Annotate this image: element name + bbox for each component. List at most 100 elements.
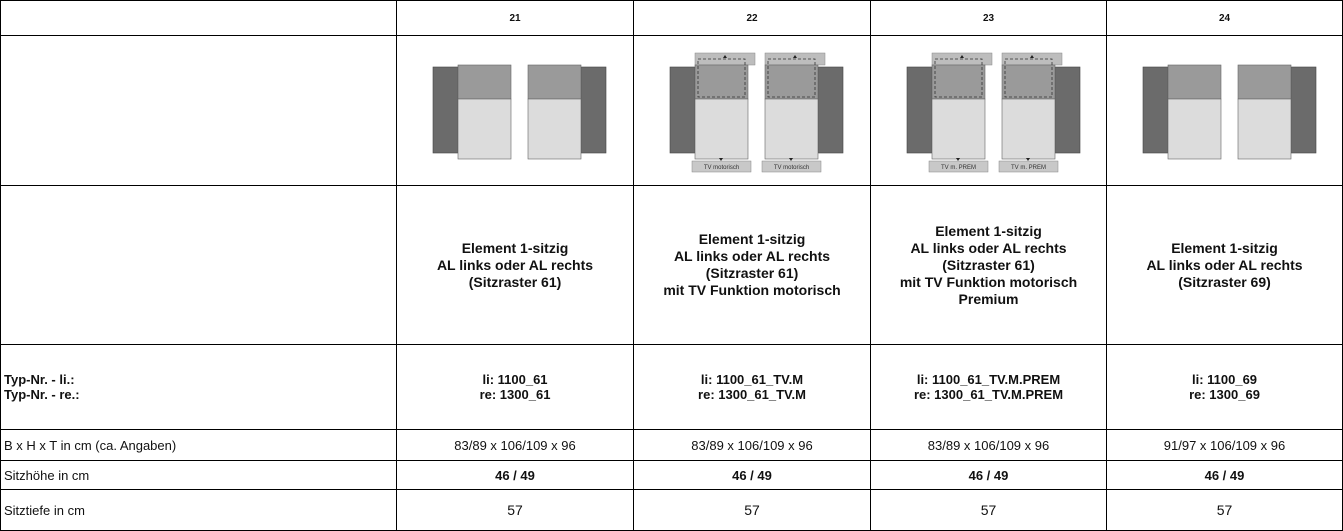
- column-number: 21: [509, 12, 521, 24]
- description-line: Premium: [958, 290, 1019, 307]
- arrow: [1029, 54, 1034, 58]
- tv-frame: [1004, 58, 1052, 97]
- seat: [764, 98, 819, 159]
- empty-cell: [1, 36, 397, 186]
- armrest: [1054, 66, 1080, 153]
- value-cell: 57: [1107, 490, 1343, 531]
- description-line: Element 1-sitzig: [461, 239, 569, 256]
- type-number: li: 1100_69: [1191, 372, 1258, 387]
- description-line: (Sitzraster 69): [1178, 273, 1271, 290]
- value-cell: 57: [871, 490, 1107, 531]
- value-text: 46 / 49: [495, 467, 535, 483]
- description-line: AL links oder AL rechts: [1146, 256, 1303, 273]
- sofa-diagram: TV m. PREM TV m. PREM: [906, 52, 1080, 172]
- value-cell: 83/89 x 106/109 x 96: [871, 430, 1107, 461]
- type-cell: li: 1100_61 re: 1300_61: [397, 345, 634, 430]
- type-number: re: 1300_61_TV.M.PREM: [913, 387, 1064, 402]
- label-text: Sitztiefe in cm: [4, 502, 85, 518]
- value-cell: 46 / 49: [871, 461, 1107, 490]
- type-number: re: 1300_61: [479, 387, 551, 402]
- diagram-cell: [1107, 36, 1343, 186]
- value-text: 46 / 49: [732, 467, 772, 483]
- seat-back: [527, 64, 582, 99]
- arrow: [793, 54, 797, 58]
- value-text: 57: [744, 502, 760, 518]
- diagram-cell: TV m. PREM TV m. PREM: [871, 36, 1107, 186]
- armrest: [817, 66, 844, 153]
- seat: [1237, 98, 1291, 159]
- seat-back: [1001, 64, 1055, 99]
- seat: [527, 98, 582, 159]
- value-cell: 46 / 49: [634, 461, 871, 490]
- type-number: li: 1100_61: [482, 372, 548, 387]
- value-text: 57: [980, 502, 997, 518]
- type-cell: li: 1100_69 re: 1300_69: [1107, 345, 1343, 430]
- tv-label: TV motorisch: [774, 165, 809, 171]
- seat-back: [764, 64, 819, 99]
- seat: [694, 98, 749, 159]
- type-number: re: 1300_61_TV.M: [698, 387, 806, 402]
- empty-cell: [1, 186, 397, 345]
- description-line: Element 1-sitzig: [1171, 239, 1278, 256]
- seat-back: [1167, 64, 1221, 99]
- arrow: [789, 157, 793, 161]
- tv-label-box: [761, 160, 822, 172]
- row-label: Typ-Nr. - li.: Typ-Nr. - re.:: [1, 345, 397, 430]
- seat: [457, 98, 512, 159]
- description-cell: Element 1-sitzig AL links oder AL rechts(…: [871, 186, 1107, 345]
- type-label: Typ-Nr. - li.:: [4, 372, 75, 387]
- description-cell: Element 1-sitzig AL links oder AL rechts(…: [397, 186, 634, 345]
- tv-label: TV m. PREM: [940, 165, 975, 171]
- value-text: 57: [507, 502, 523, 518]
- sofa-diagram: TV motorisch TV motorisch: [669, 52, 844, 172]
- value-cell: 83/89 x 106/109 x 96: [634, 430, 871, 461]
- value-cell: 91/97 x 106/109 x 96: [1107, 430, 1343, 461]
- tv-label: TV m. PREM: [1010, 165, 1045, 171]
- value-text: 83/89 x 106/109 x 96: [454, 437, 576, 453]
- corner: [1, 1, 397, 36]
- type-number: li: 1100_61_TV.M.PREM: [916, 372, 1061, 387]
- description-line: mit TV Funktion motorisch: [663, 282, 841, 298]
- type-label: Typ-Nr. - re.:: [4, 387, 80, 402]
- sofa-diagram: [432, 64, 607, 159]
- arrow: [959, 54, 964, 58]
- description-line: (Sitzraster 61): [942, 256, 1035, 273]
- type-cell: li: 1100_61_TV.M.PREM re: 1300_61_TV.M.PR…: [871, 345, 1107, 430]
- description-line: AL links oder AL rechts: [910, 239, 1067, 256]
- value-text: 83/89 x 106/109 x 96: [927, 437, 1050, 453]
- column-header: 22: [634, 1, 871, 36]
- sofa-diagram: [1142, 64, 1316, 159]
- value-cell: 46 / 49: [397, 461, 634, 490]
- value-cell: 57: [397, 490, 634, 531]
- seat: [931, 98, 985, 159]
- armrest: [1290, 66, 1316, 153]
- tv-label: TV motorisch: [704, 165, 739, 171]
- diagram-cell: TV motorisch TV motorisch: [634, 36, 871, 186]
- label-text: Sitzhöhe in cm: [4, 467, 90, 483]
- description-line: (Sitzraster 61): [705, 265, 799, 281]
- value-text: 91/97 x 106/109 x 96: [1163, 437, 1286, 453]
- seat: [1001, 98, 1055, 159]
- row-label: Sitzhöhe in cm: [1, 461, 397, 490]
- column-header: 21: [397, 1, 634, 36]
- tv-frame: [934, 58, 982, 97]
- armrest: [580, 66, 607, 153]
- value-cell: 83/89 x 106/109 x 96: [397, 430, 634, 461]
- description-line: (Sitzraster 61): [468, 273, 562, 290]
- value-cell: 46 / 49: [1107, 461, 1343, 490]
- type-number: re: 1300_69: [1189, 387, 1260, 402]
- description-line: mit TV Funktion motorisch: [899, 273, 1078, 290]
- armrest: [432, 66, 459, 153]
- description-line: AL links oder AL rechts: [436, 256, 594, 273]
- description-line: AL links oder AL rechts: [673, 248, 831, 264]
- column-number: 24: [1218, 12, 1231, 24]
- seat-back: [1237, 64, 1291, 99]
- arrow: [955, 157, 960, 161]
- row-label: B x H x T in cm (ca. Angaben): [1, 430, 397, 461]
- diagram-cell: [397, 36, 634, 186]
- row-label: Sitztiefe in cm: [1, 490, 397, 531]
- type-number: li: 1100_61_TV.M: [700, 372, 804, 387]
- value-text: 46 / 49: [1204, 467, 1245, 483]
- tv-label-box: [928, 160, 988, 172]
- arrow: [1025, 157, 1030, 161]
